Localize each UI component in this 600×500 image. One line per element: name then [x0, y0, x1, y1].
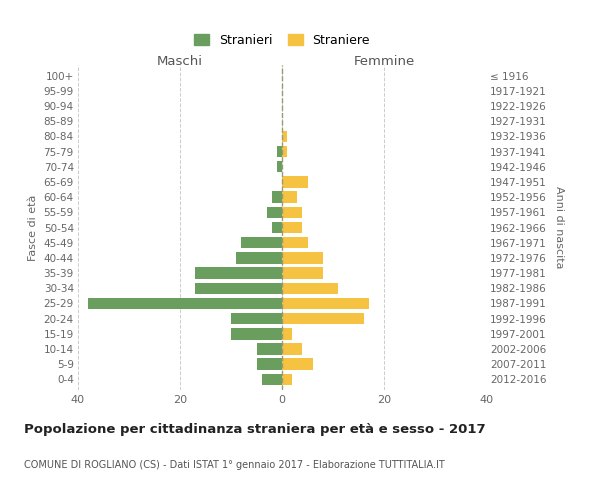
Bar [282, 146, 287, 158]
Bar [262, 374, 282, 385]
Bar [282, 328, 292, 340]
Bar [257, 358, 282, 370]
Bar [282, 222, 302, 233]
Bar [272, 192, 282, 203]
Bar [241, 237, 282, 248]
Text: COMUNE DI ROGLIANO (CS) - Dati ISTAT 1° gennaio 2017 - Elaborazione TUTTITALIA.I: COMUNE DI ROGLIANO (CS) - Dati ISTAT 1° … [24, 460, 445, 470]
Bar [282, 206, 302, 218]
Bar [282, 298, 369, 309]
Legend: Stranieri, Straniere: Stranieri, Straniere [189, 29, 375, 52]
Bar [88, 298, 282, 309]
Bar [282, 358, 313, 370]
Y-axis label: Anni di nascita: Anni di nascita [554, 186, 563, 269]
Bar [277, 161, 282, 172]
Bar [272, 222, 282, 233]
Bar [282, 192, 298, 203]
Bar [231, 313, 282, 324]
Bar [196, 282, 282, 294]
Bar [277, 146, 282, 158]
Bar [282, 237, 308, 248]
Bar [236, 252, 282, 264]
Text: Femmine: Femmine [353, 55, 415, 68]
Bar [282, 252, 323, 264]
Bar [196, 268, 282, 279]
Bar [282, 130, 287, 142]
Bar [282, 268, 323, 279]
Bar [231, 328, 282, 340]
Bar [282, 374, 292, 385]
Text: Maschi: Maschi [157, 55, 203, 68]
Y-axis label: Fasce di età: Fasce di età [28, 194, 38, 260]
Bar [282, 176, 308, 188]
Bar [282, 344, 302, 354]
Bar [282, 282, 338, 294]
Bar [257, 344, 282, 354]
Bar [282, 313, 364, 324]
Bar [267, 206, 282, 218]
Text: Popolazione per cittadinanza straniera per età e sesso - 2017: Popolazione per cittadinanza straniera p… [24, 422, 485, 436]
